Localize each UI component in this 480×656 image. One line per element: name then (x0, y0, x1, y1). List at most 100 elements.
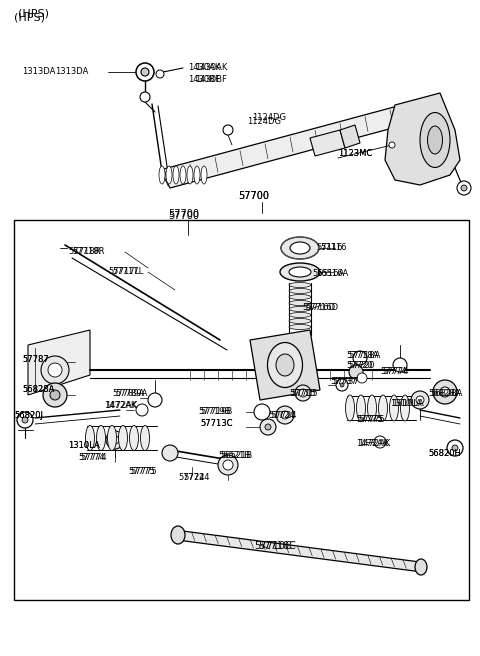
Circle shape (461, 185, 467, 191)
Text: 1430BF: 1430BF (188, 75, 220, 85)
Circle shape (353, 351, 367, 365)
Text: 57718A: 57718A (346, 350, 378, 359)
Ellipse shape (289, 319, 311, 323)
Ellipse shape (280, 263, 320, 281)
Polygon shape (310, 130, 345, 156)
Text: 1310LA: 1310LA (390, 400, 422, 409)
Text: 57700: 57700 (238, 191, 269, 201)
Text: 57775: 57775 (358, 415, 384, 424)
Text: 56516A: 56516A (312, 270, 344, 279)
Circle shape (17, 412, 33, 428)
Text: 57116: 57116 (320, 243, 347, 251)
Text: 57719B: 57719B (200, 407, 232, 415)
Text: 57789A: 57789A (115, 388, 147, 398)
Circle shape (299, 389, 307, 397)
Ellipse shape (289, 300, 311, 306)
Ellipse shape (368, 395, 376, 421)
Circle shape (218, 455, 238, 475)
Circle shape (281, 411, 289, 419)
Circle shape (433, 380, 457, 404)
Circle shape (374, 436, 386, 448)
Ellipse shape (141, 426, 149, 451)
Text: 56828A: 56828A (430, 390, 462, 398)
Text: 57787: 57787 (22, 356, 49, 365)
Circle shape (106, 431, 124, 449)
Ellipse shape (267, 342, 302, 388)
Text: 57787: 57787 (22, 356, 49, 365)
Text: 1123MC: 1123MC (338, 148, 372, 157)
Text: 57737: 57737 (330, 377, 357, 386)
Text: 56828A: 56828A (428, 390, 460, 398)
Text: 1313DA: 1313DA (22, 68, 55, 77)
Circle shape (141, 68, 149, 76)
Ellipse shape (289, 283, 311, 287)
Circle shape (349, 365, 363, 379)
Text: 57720: 57720 (348, 361, 374, 371)
Text: 57789A: 57789A (112, 388, 144, 398)
Text: 1430BF: 1430BF (195, 75, 227, 85)
Text: 57716D: 57716D (305, 304, 338, 312)
Circle shape (223, 125, 233, 135)
Ellipse shape (201, 166, 207, 184)
Circle shape (48, 363, 62, 377)
Ellipse shape (289, 312, 311, 318)
Circle shape (50, 390, 60, 400)
Text: 56820H: 56820H (428, 449, 461, 459)
Circle shape (22, 417, 28, 423)
Text: 1124DG: 1124DG (252, 113, 286, 123)
Circle shape (340, 383, 344, 387)
Circle shape (452, 445, 458, 451)
Text: 57724: 57724 (270, 411, 297, 419)
Circle shape (295, 385, 311, 401)
Circle shape (336, 379, 348, 391)
Text: 57774: 57774 (80, 453, 107, 462)
Circle shape (43, 383, 67, 407)
Text: 57775: 57775 (130, 468, 156, 476)
Circle shape (260, 419, 276, 435)
Text: 56521B: 56521B (218, 451, 250, 459)
Text: 56820J: 56820J (14, 411, 43, 419)
Ellipse shape (119, 426, 128, 451)
Text: 56820H: 56820H (428, 449, 461, 459)
Text: 57718R: 57718R (68, 247, 100, 256)
Text: 1472AK: 1472AK (356, 438, 388, 447)
Text: 57724: 57724 (178, 474, 204, 483)
Text: 57718A: 57718A (348, 350, 380, 359)
Text: 57116: 57116 (316, 243, 343, 251)
Text: 1123MC: 1123MC (338, 148, 372, 157)
Text: 57717L: 57717L (108, 268, 139, 276)
Ellipse shape (180, 166, 186, 184)
Ellipse shape (130, 426, 139, 451)
Text: 57775: 57775 (356, 415, 383, 424)
Circle shape (140, 92, 150, 102)
Text: 57718R: 57718R (72, 247, 105, 256)
Text: 57715: 57715 (291, 388, 317, 398)
Text: 1472AK: 1472AK (104, 401, 136, 409)
Ellipse shape (389, 395, 398, 421)
Ellipse shape (173, 166, 179, 184)
Ellipse shape (281, 237, 319, 259)
Text: 57713C: 57713C (200, 419, 232, 428)
Ellipse shape (171, 526, 185, 544)
Polygon shape (340, 125, 360, 148)
Circle shape (389, 142, 395, 148)
Text: 1313DA: 1313DA (55, 68, 88, 77)
Ellipse shape (159, 166, 165, 184)
Circle shape (276, 406, 294, 424)
Circle shape (265, 424, 271, 430)
Ellipse shape (357, 395, 365, 421)
Text: 57775: 57775 (128, 468, 155, 476)
Circle shape (254, 404, 270, 420)
Ellipse shape (289, 295, 311, 300)
Circle shape (440, 387, 450, 397)
Ellipse shape (420, 112, 450, 167)
Circle shape (111, 436, 119, 444)
Circle shape (416, 396, 424, 404)
Ellipse shape (428, 126, 443, 154)
Polygon shape (175, 530, 422, 572)
Circle shape (156, 70, 164, 78)
Text: 57716D: 57716D (302, 304, 335, 312)
Bar (14, 220, 469, 600)
Text: 56828A: 56828A (22, 384, 54, 394)
Ellipse shape (85, 426, 95, 451)
